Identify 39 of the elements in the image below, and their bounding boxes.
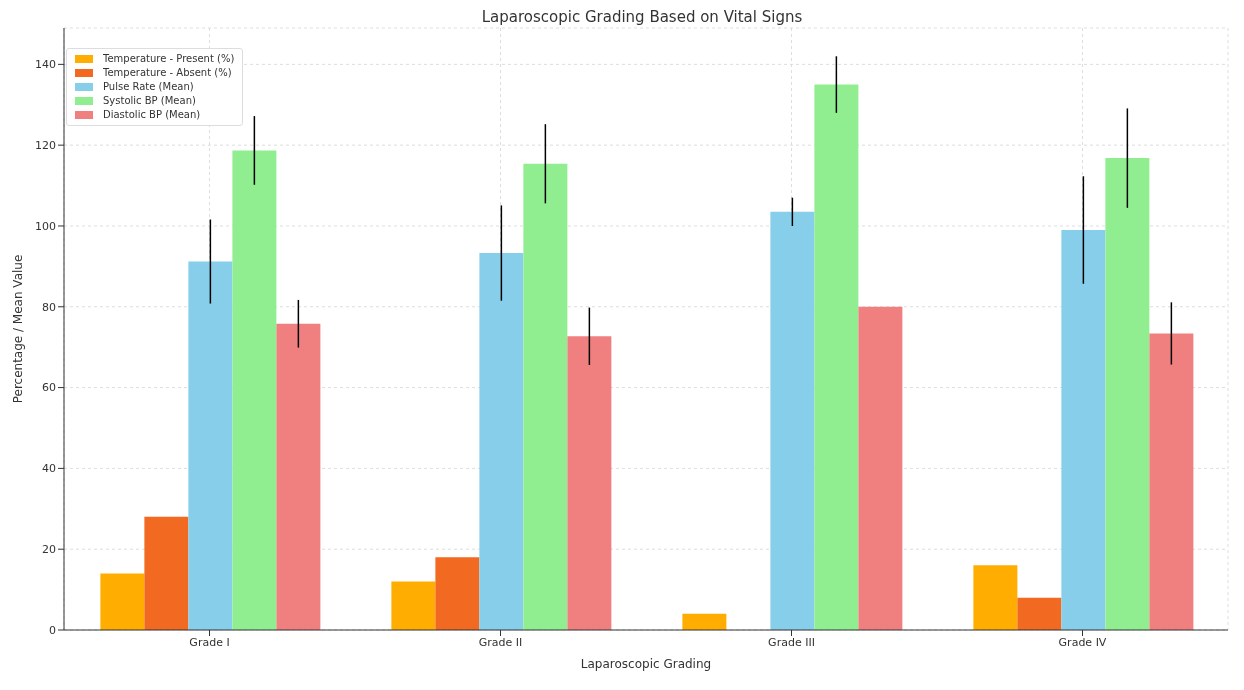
y-tick-label: 140 [35, 58, 56, 72]
bar [1105, 158, 1150, 630]
bar [523, 163, 568, 630]
bar [188, 261, 233, 630]
x-axis-title: Laparoscopic Grading [580, 657, 712, 671]
bar [479, 253, 524, 630]
bar [1017, 597, 1062, 630]
bar [682, 613, 727, 630]
y-tick-label: 0 [49, 623, 56, 637]
bar [435, 557, 480, 630]
bar [1061, 230, 1106, 630]
legend-label: Temperature - Present (%) [103, 52, 235, 66]
bar [973, 565, 1018, 630]
bar [1149, 333, 1194, 630]
y-tick-label: 20 [42, 543, 56, 557]
chart-title: Laparoscopic Grading Based on Vital Signs [481, 8, 803, 26]
legend-label: Diastolic BP (Mean) [103, 108, 201, 122]
y-tick-label: 100 [35, 219, 56, 233]
legend-label: Temperature - Absent (%) [103, 66, 232, 80]
y-tick-label: 60 [42, 381, 56, 395]
y-axis-title: Percentage / Mean Value [11, 254, 26, 404]
bar [276, 323, 321, 630]
x-tick-label: Grade I [189, 635, 230, 649]
x-tick-label: Grade III [768, 635, 815, 649]
bar [814, 84, 859, 630]
x-tick-label: Grade II [478, 635, 523, 649]
bar [232, 150, 277, 630]
bar [858, 306, 903, 630]
legend-label: Systolic BP (Mean) [103, 94, 196, 108]
x-tick-label: Grade IV [1058, 635, 1107, 649]
bar [567, 336, 612, 630]
legend-label: Pulse Rate (Mean) [103, 80, 194, 94]
bar [770, 211, 815, 630]
y-tick-label: 80 [42, 300, 56, 314]
bar [100, 573, 145, 630]
y-tick-label: 120 [35, 139, 56, 153]
bar [391, 581, 436, 630]
y-tick-label: 40 [42, 462, 56, 476]
bar [144, 516, 189, 630]
